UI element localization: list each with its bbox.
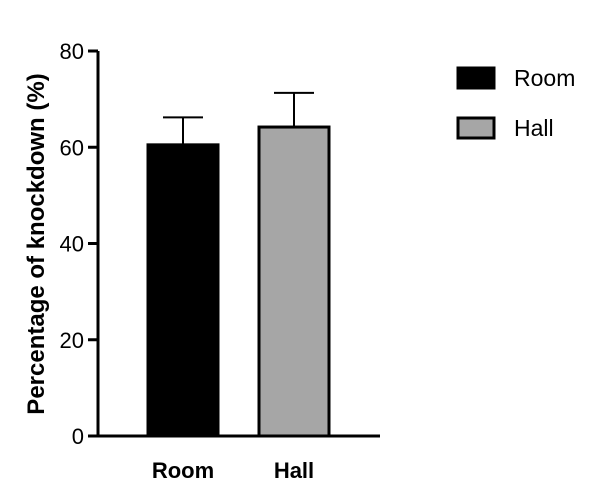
bar-room (148, 145, 218, 436)
y-tick-label: 80 (60, 39, 84, 64)
legend-label-hall: Hall (514, 115, 554, 141)
bar-hall (259, 127, 329, 436)
legend-label-room: Room (514, 65, 575, 91)
legend: Room Hall (458, 65, 575, 141)
y-tick-label: 60 (60, 135, 84, 160)
axes (97, 51, 381, 436)
legend-swatch-hall (458, 118, 494, 138)
y-axis-title: Percentage of knockdown (%) (23, 73, 50, 414)
x-tick-labels: Room Hall (152, 458, 314, 483)
y-tick-label: 0 (72, 424, 84, 449)
legend-swatch-room (458, 68, 494, 88)
y-ticks: 0 20 40 60 80 (60, 39, 98, 449)
x-tick-label-room: Room (152, 458, 214, 483)
bars (148, 127, 329, 436)
x-tick-label-hall: Hall (274, 458, 314, 483)
y-tick-label: 40 (60, 232, 84, 257)
y-tick-label: 20 (60, 328, 84, 353)
